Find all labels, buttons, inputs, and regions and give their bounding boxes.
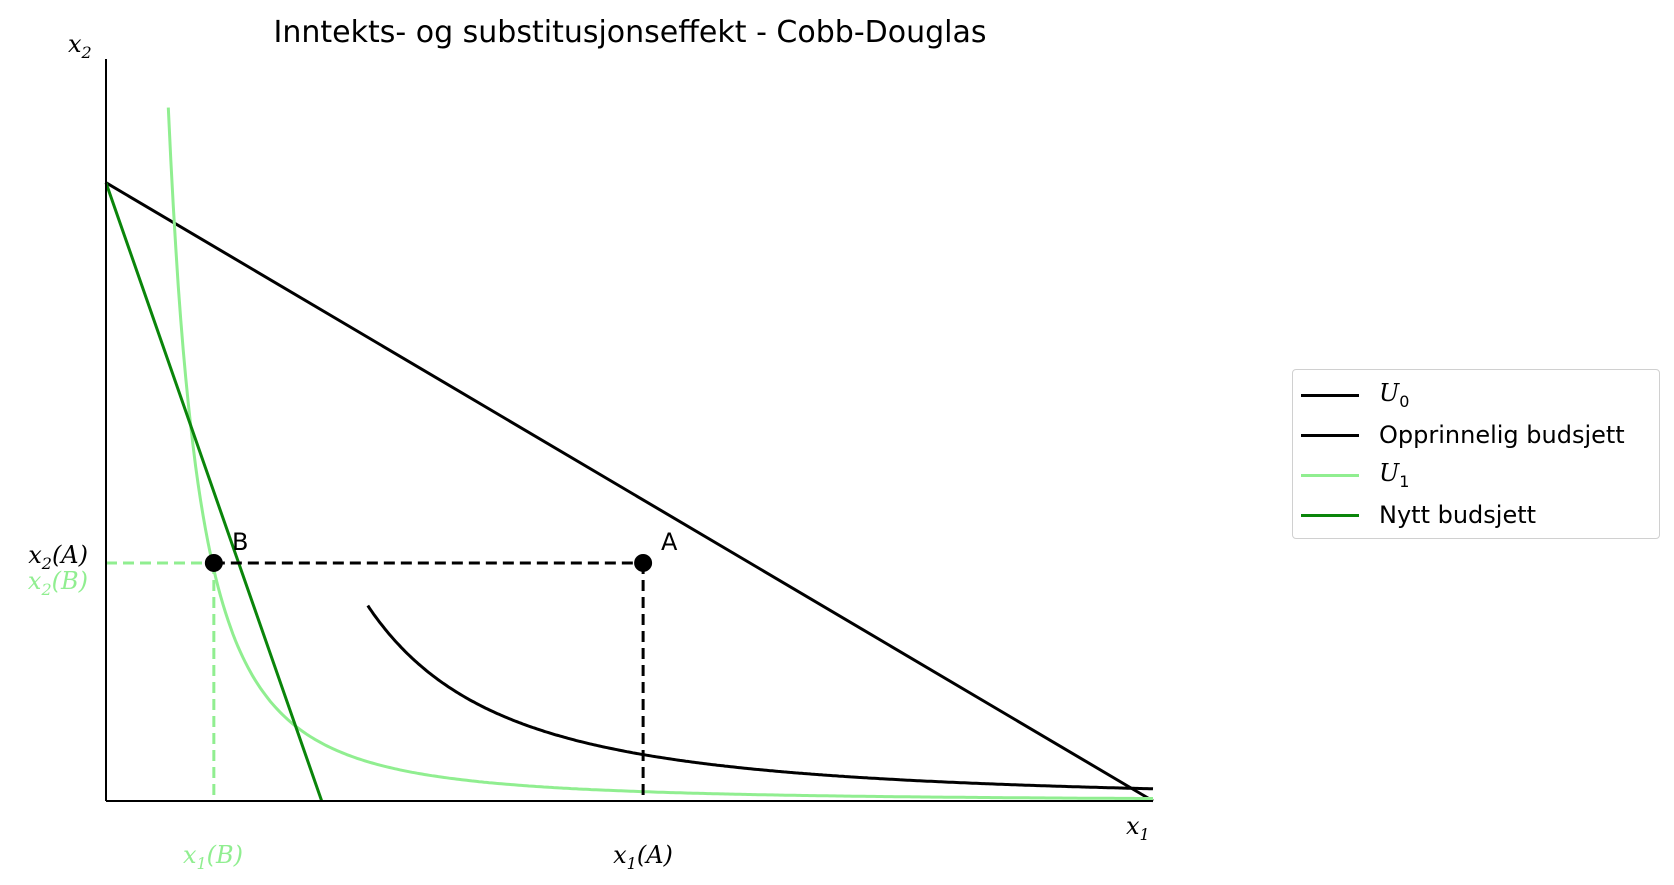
legend-swatch <box>1301 433 1359 437</box>
point-markers <box>204 553 653 572</box>
x-tick-label-x1A: x1(A) <box>613 841 673 873</box>
y-axis-label: x2 <box>68 30 92 62</box>
point-marker-b <box>204 553 223 572</box>
legend-item-opprinnelig-budsjett: Opprinnelig budsjett <box>1293 420 1625 450</box>
legend-swatch <box>1301 473 1359 477</box>
legend-item-nytt-budsjett: Nytt budsjett <box>1293 500 1536 530</box>
point-label-B: B <box>232 528 248 556</box>
legend-swatch <box>1301 513 1359 517</box>
point-marker-a <box>634 553 653 572</box>
plot-curves <box>104 107 1154 803</box>
y-tick-label-x2B: x2(B) <box>28 567 88 599</box>
series-line-nytt-budsjett <box>104 182 324 802</box>
legend-label: Opprinnelig budsjett <box>1379 421 1625 449</box>
legend-item-u0: U0 <box>1293 379 1410 411</box>
series-line-opprinnelig-budsjett <box>105 181 1154 803</box>
series-line-u0 <box>366 604 1154 791</box>
axes <box>105 59 1153 802</box>
x-axis-label: x1 <box>1126 812 1150 844</box>
legend-item-u1: U1 <box>1293 459 1410 491</box>
chart-title: Inntekts- og substitusjonseffekt - Cobb-… <box>274 15 987 50</box>
point-label-A: A <box>661 528 678 556</box>
legend-swatch <box>1301 393 1359 397</box>
legend-label: Nytt budsjett <box>1379 501 1537 529</box>
x-tick-label-x1B: x1(B) <box>183 841 243 873</box>
legend-label: U1 <box>1379 459 1410 491</box>
guide-lines <box>106 561 645 801</box>
y-tick-label-x2A: x2(A) <box>28 541 88 573</box>
legend-label: U0 <box>1379 379 1410 411</box>
series-line-u1 <box>166 107 1153 800</box>
legend: U0 Opprinnelig budsjett U1 Nytt budsjett <box>1292 369 1660 539</box>
